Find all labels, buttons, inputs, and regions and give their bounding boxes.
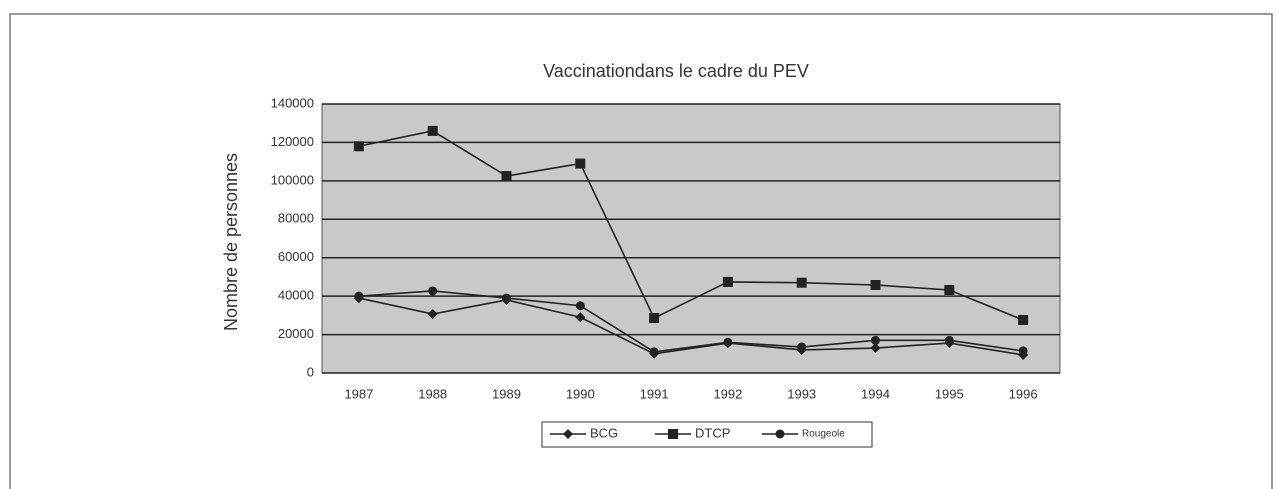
marker bbox=[1018, 314, 1029, 325]
marker bbox=[575, 301, 585, 311]
marker bbox=[775, 429, 785, 439]
y-tick-label: 80000 bbox=[278, 211, 314, 226]
x-tick-label: 1989 bbox=[492, 386, 521, 401]
marker bbox=[796, 277, 807, 288]
marker bbox=[723, 337, 733, 347]
marker bbox=[354, 291, 364, 301]
x-tick-label: 1992 bbox=[713, 386, 742, 401]
marker bbox=[870, 279, 881, 290]
legend-label: BCG bbox=[590, 425, 618, 440]
plot-area bbox=[321, 103, 1061, 374]
marker bbox=[944, 284, 955, 295]
marker bbox=[722, 276, 733, 287]
legend-label: Rougeole bbox=[802, 429, 845, 440]
marker bbox=[575, 158, 586, 169]
marker bbox=[575, 312, 586, 323]
series-line bbox=[358, 297, 1024, 356]
series-line bbox=[358, 130, 1024, 321]
marker bbox=[870, 343, 881, 354]
series-line bbox=[358, 290, 1024, 353]
legend-label: DTCP bbox=[695, 425, 730, 440]
marker bbox=[501, 171, 512, 182]
y-axis-label: Nombre de personnes bbox=[221, 153, 241, 331]
x-tick-label: 1990 bbox=[566, 386, 595, 401]
marker bbox=[1018, 346, 1028, 356]
y-tick-label: 140000 bbox=[271, 95, 314, 110]
x-tick-label: 1991 bbox=[640, 386, 669, 401]
y-tick-label: 20000 bbox=[278, 326, 314, 341]
x-tick-label: 1987 bbox=[344, 386, 373, 401]
x-tick-label: 1994 bbox=[861, 386, 890, 401]
x-tick-label: 1988 bbox=[418, 386, 447, 401]
x-tick-label: 1995 bbox=[935, 386, 964, 401]
x-tick-label: 1993 bbox=[787, 386, 816, 401]
chart-title: Vaccinationdans le cadre du PEV bbox=[543, 61, 809, 81]
y-tick-label: 0 bbox=[307, 364, 314, 379]
marker bbox=[563, 429, 573, 439]
y-tick-label: 40000 bbox=[278, 288, 314, 303]
marker bbox=[797, 342, 807, 352]
y-tick-label: 60000 bbox=[278, 249, 314, 264]
x-tick-label: 1996 bbox=[1009, 386, 1038, 401]
y-tick-label: 120000 bbox=[271, 134, 314, 149]
legend-box bbox=[541, 421, 873, 448]
marker bbox=[944, 335, 954, 345]
marker bbox=[871, 335, 880, 345]
marker bbox=[428, 286, 438, 296]
marker bbox=[353, 141, 364, 152]
marker bbox=[427, 125, 438, 136]
marker bbox=[502, 293, 511, 303]
marker bbox=[668, 429, 678, 439]
marker bbox=[649, 347, 659, 357]
y-tick-label: 100000 bbox=[271, 172, 314, 187]
marker bbox=[427, 309, 438, 320]
marker bbox=[649, 313, 660, 324]
